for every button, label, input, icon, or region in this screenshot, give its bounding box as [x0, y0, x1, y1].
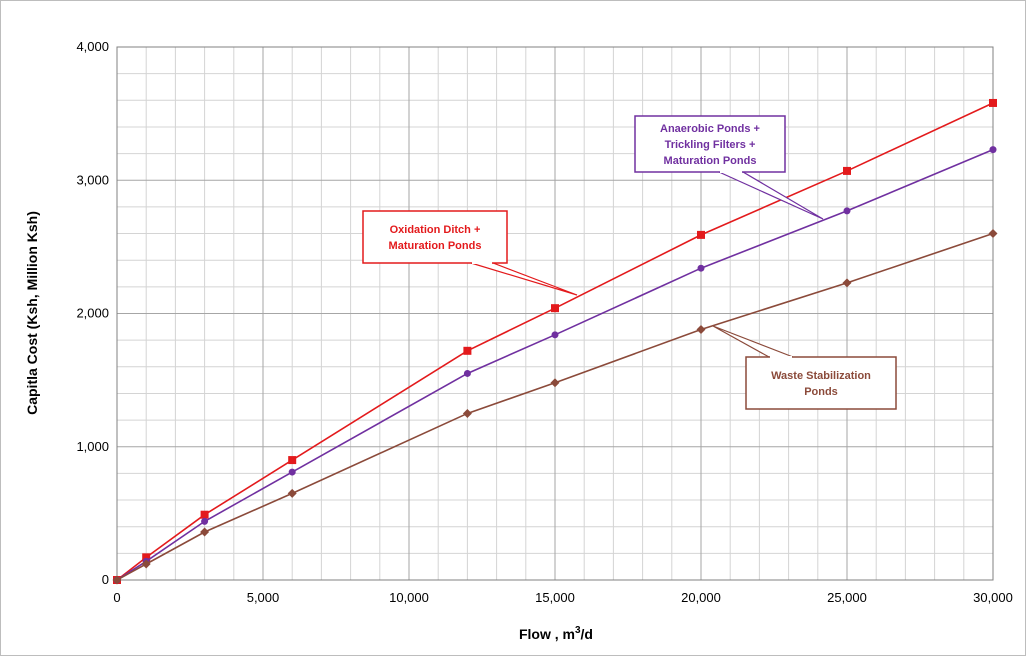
anaerobic-callout-label: Maturation Ponds	[664, 155, 757, 167]
anaerobic-point	[989, 146, 997, 154]
x-tick-label: 10,000	[389, 590, 429, 605]
y-axis-ticks: 0 1,000 2,000 3,000 4,000	[76, 39, 109, 587]
waste-point	[696, 324, 706, 334]
waste-point	[141, 559, 151, 569]
waste-callout-box	[745, 356, 897, 410]
oxidation-point	[551, 304, 559, 313]
waste-point	[462, 408, 472, 418]
y-axis-title: Capitla Cost (Ksh, Million Ksh)	[24, 211, 40, 415]
oxidation-point	[843, 166, 851, 175]
callout-layer: Oxidation Ditch + Maturation Ponds Anaerob…	[362, 115, 897, 410]
anaerobic-point	[843, 207, 851, 215]
anaerobic-callout-label: Anaerobic Ponds +	[660, 123, 760, 135]
y-tick-label: 3,000	[76, 172, 109, 187]
oxidation-point	[989, 98, 997, 107]
x-tick-label: 5,000	[247, 590, 280, 605]
waste-callout-pointer	[712, 325, 794, 358]
anaerobic-point	[463, 369, 471, 377]
oxidation-callout-box	[362, 210, 508, 264]
anaerobic-callout-pointer	[718, 171, 824, 220]
oxidation-point	[200, 510, 209, 519]
y-tick-label: 1,000	[76, 439, 109, 454]
oxidation-callout-label: Maturation Ponds	[389, 240, 482, 252]
oxidation-point	[142, 553, 151, 562]
waste-point	[287, 488, 297, 498]
waste-callout-label: Ponds	[804, 386, 838, 398]
x-tick-label: 15,000	[535, 590, 575, 605]
x-tick-label: 0	[113, 590, 120, 605]
oxidation-point	[288, 456, 297, 465]
x-tick-label: 20,000	[681, 590, 721, 605]
oxidation-point	[463, 346, 472, 355]
y-tick-label: 2,000	[76, 306, 109, 321]
anaerobic-point	[697, 264, 705, 272]
oxidation-callout-pointer	[470, 262, 578, 296]
anaerobic-point	[288, 468, 296, 476]
oxidation-callout-label: Oxidation Ditch +	[390, 224, 481, 236]
waste-point	[200, 527, 210, 537]
anaerobic-callout-label: Trickling Filters +	[665, 139, 756, 151]
waste-point	[988, 229, 998, 239]
plot-area-border	[116, 46, 994, 581]
x-tick-label: 30,000	[973, 590, 1013, 605]
anaerobic-point	[551, 331, 559, 339]
series-layer	[112, 98, 998, 585]
anaerobic-point	[201, 517, 209, 525]
y-tick-label: 0	[102, 572, 109, 587]
oxidation-point	[697, 230, 705, 239]
x-axis-ticks: 0 5,000 10,000 15,000 20,000 25,000 30,000	[113, 590, 1013, 605]
anaerobic-callout-box	[634, 115, 786, 173]
waste-point	[842, 278, 852, 288]
waste-point	[550, 378, 560, 388]
x-axis-title: Flow , m3/d	[519, 625, 593, 642]
y-tick-label: 4,000	[76, 39, 109, 54]
waste-callout-label: Waste Stabilization	[771, 370, 871, 382]
x-tick-label: 25,000	[827, 590, 867, 605]
waste-point	[112, 575, 122, 585]
